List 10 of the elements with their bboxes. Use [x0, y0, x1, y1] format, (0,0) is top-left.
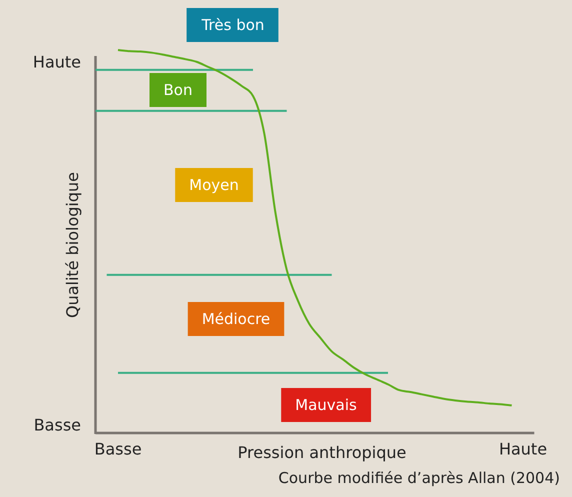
y-axis-title: Qualité biologique [63, 172, 82, 318]
text: Basse [34, 416, 81, 434]
text: Courbe modifiée d’après Allan (2004) [278, 469, 560, 487]
x-axis-title: Pression anthropique [238, 443, 406, 462]
text: Haute [32, 52, 81, 72]
annotation: Mauvais [295, 396, 358, 414]
annotation: Moyen [189, 176, 239, 194]
annotation: Médiocre [202, 310, 270, 328]
text: Très bon [200, 16, 264, 34]
annotation: Bon [164, 81, 192, 99]
